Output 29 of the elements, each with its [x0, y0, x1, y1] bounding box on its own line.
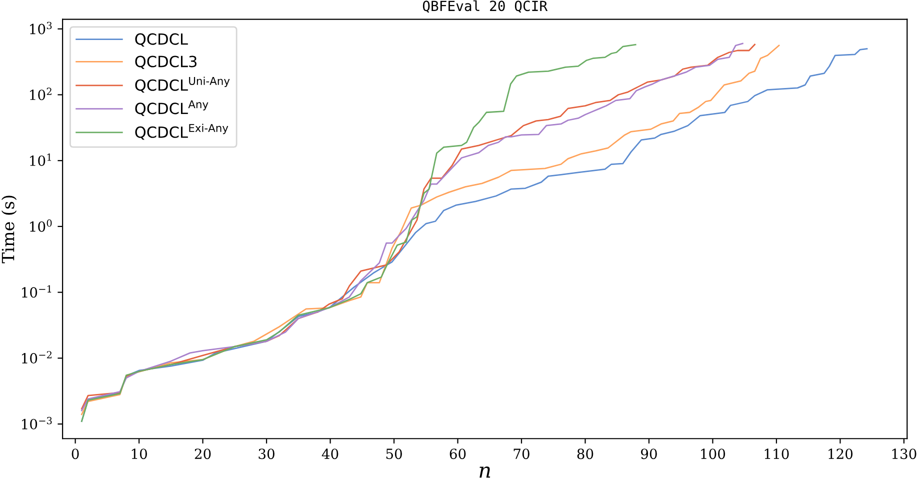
legend-label: QCDCL$^{Any}$: [135, 100, 208, 116]
y-tick-label: 10$^{−2}$: [22, 351, 52, 364]
x-tick-label: 40: [322, 448, 338, 460]
x-tick-label: 110: [764, 448, 789, 460]
legend-label: QCDCL$^{Uni-Any}$: [135, 76, 230, 93]
x-axis-title: n: [480, 466, 490, 478]
x-tick-label: 120: [828, 448, 853, 460]
legend-label: QCDCL: [135, 33, 188, 47]
x-tick-label: 80: [577, 448, 594, 460]
x-tick-label: 100: [701, 448, 726, 460]
y-tick-label: 10$^{1}$: [30, 154, 51, 166]
x-tick-label: 30: [258, 448, 274, 460]
x-tick-label: 70: [514, 448, 530, 460]
y-tick-label: 10$^{0}$: [30, 219, 52, 232]
x-tick-label: 60: [450, 448, 466, 460]
legend-label: QCDCL$^{Exi-Any}$: [135, 124, 228, 140]
x-tick-label: 10: [132, 448, 147, 460]
y-tick-label: 10$^{3}$: [30, 22, 52, 34]
chart-title: QBFEval 20 QCIR: [422, 0, 548, 13]
x-tick-label: 130: [892, 448, 916, 460]
x-tick-label: 50: [386, 448, 402, 460]
y-tick-label: 10$^{2}$: [30, 88, 52, 100]
x-tick-label: 0: [72, 448, 79, 460]
y-tick-label: 10$^{−1}$: [22, 285, 52, 298]
legend-label: QCDCL3: [135, 56, 196, 70]
x-tick-label: 90: [641, 448, 657, 460]
y-axis-title: Time (s): [1, 196, 17, 264]
y-tick-label: 10$^{−3}$: [22, 416, 52, 430]
x-tick-label: 20: [194, 448, 211, 460]
